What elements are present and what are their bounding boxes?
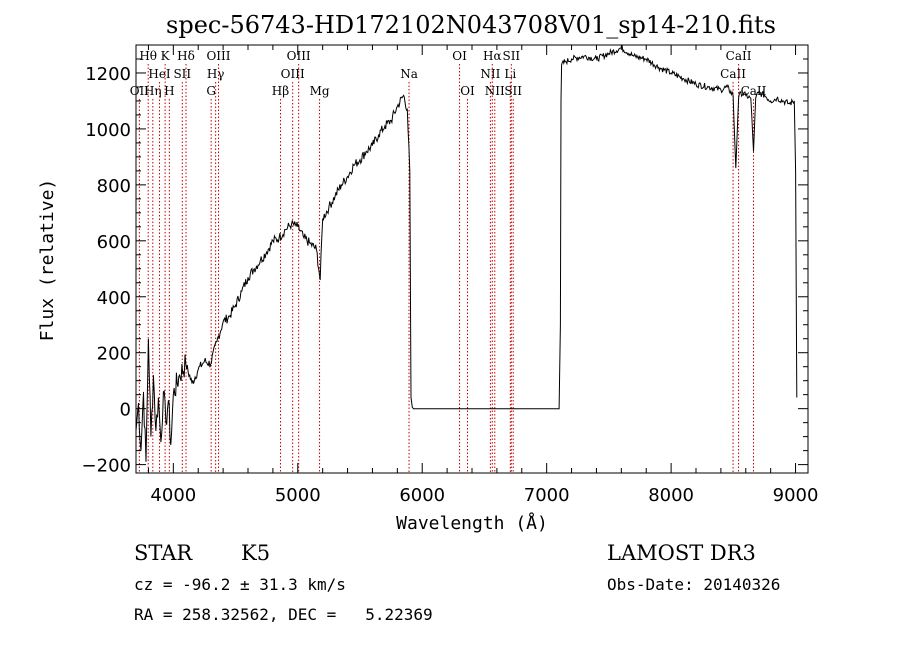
- object-class: STAR: [134, 541, 193, 565]
- y-tick-label: 400: [97, 288, 131, 309]
- y-tick-label: 800: [97, 176, 131, 197]
- marker-label: Hθ: [139, 49, 157, 63]
- marker-label: NII: [485, 84, 505, 98]
- x-tick-label: 6000: [399, 485, 445, 506]
- y-tick-label: 600: [97, 232, 131, 253]
- y-axis-label: Flux (relative): [37, 179, 58, 342]
- marker-label: Hγ: [207, 67, 225, 81]
- marker-label: CaII: [720, 67, 746, 81]
- spectral-subclass: K5: [241, 541, 270, 565]
- y-axis: −200 0 200 400 600 800 1000 1200: [82, 44, 808, 477]
- marker-label: OI: [452, 49, 467, 63]
- marker-label: Hη: [144, 84, 162, 98]
- marker-label: Mg: [310, 84, 330, 98]
- marker-label: Li: [504, 67, 516, 81]
- marker-label: K: [161, 49, 171, 63]
- y-tick-label: 200: [97, 344, 131, 365]
- marker-label: SII: [504, 84, 522, 98]
- marker-label: H: [164, 84, 174, 98]
- marker-label: CaII: [741, 84, 767, 98]
- marker-label: CaII: [726, 49, 752, 63]
- y-tick-label: −200: [82, 456, 131, 477]
- marker-label: Na: [400, 67, 418, 81]
- marker-label: OIII: [287, 49, 311, 63]
- y-tick-label: 1000: [85, 120, 131, 141]
- x-axis: 4000 5000 6000 7000 8000 9000: [147, 45, 819, 506]
- marker-label: OIII: [281, 67, 305, 81]
- chart-title: spec-56743-HD172102N043708V01_sp14-210.f…: [166, 11, 776, 39]
- spectrum-line: [135, 45, 798, 462]
- marker-label: G: [206, 84, 216, 98]
- x-axis-label: Wavelength (Å): [396, 512, 548, 534]
- marker-label: OII: [130, 84, 150, 98]
- marker-label: Hβ: [272, 84, 289, 98]
- y-tick-label: 0: [120, 400, 131, 421]
- redshift-value: cz = -96.2 ± 31.3 km/s: [134, 575, 346, 594]
- marker-label: HeI: [148, 67, 171, 81]
- x-tick-label: 8000: [648, 485, 694, 506]
- y-tick-label: 1200: [85, 64, 131, 85]
- marker-label: OI: [460, 84, 475, 98]
- marker-label: Hδ: [177, 49, 195, 63]
- x-tick-label: 5000: [275, 485, 321, 506]
- survey-name: LAMOST DR3: [607, 541, 756, 565]
- x-tick-label: 4000: [150, 485, 196, 506]
- marker-label: Hα: [483, 49, 502, 63]
- coordinates: RA = 258.32562, DEC = 5.22369: [134, 605, 433, 624]
- observation-date: Obs-Date: 20140326: [607, 575, 780, 594]
- x-tick-label: 9000: [773, 485, 819, 506]
- marker-label: SII: [173, 67, 191, 81]
- marker-label: OIII: [206, 49, 230, 63]
- x-tick-label: 7000: [524, 485, 570, 506]
- marker-label: NII: [480, 67, 500, 81]
- marker-label: SII: [502, 49, 520, 63]
